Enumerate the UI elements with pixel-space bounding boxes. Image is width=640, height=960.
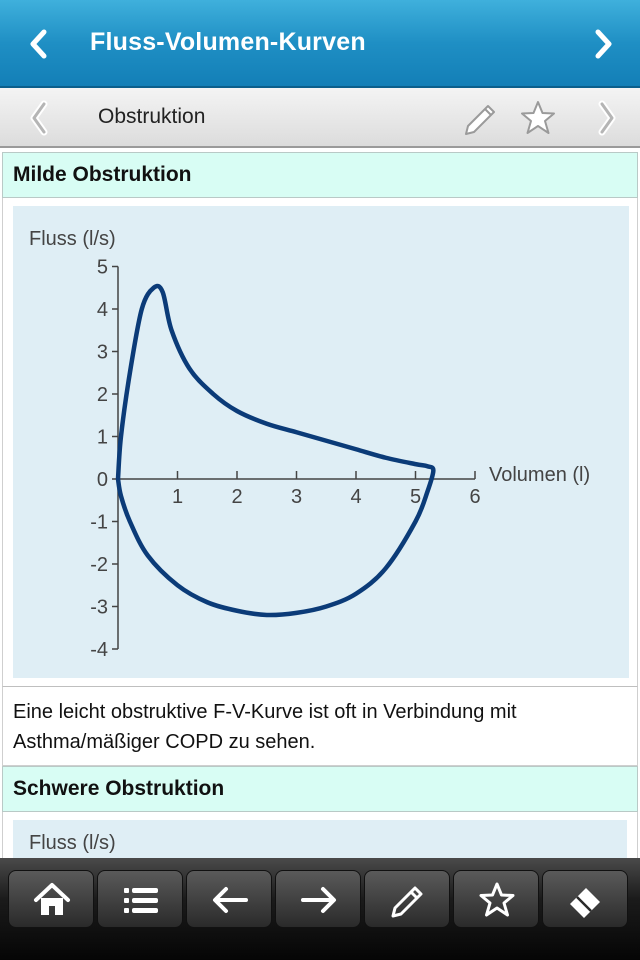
- y-tick-label: 2: [97, 384, 108, 406]
- section-caption: Eine leicht obstruktive F-V-Kurve ist of…: [2, 686, 638, 766]
- flow-volume-chart: 5 4 3 2 1 0 -1 -2 -3 -4 1 2 3 4 5 6 Fluss (l/s) Volumen (…: [13, 206, 629, 678]
- y-tick-label: -2: [90, 554, 108, 576]
- y-tick-label: 4: [97, 299, 108, 321]
- favorite-button[interactable]: [453, 870, 539, 928]
- chevron-left-icon[interactable]: [22, 98, 62, 138]
- forward-button[interactable]: [275, 870, 361, 928]
- eraser-button[interactable]: [542, 870, 628, 928]
- chevron-right-icon[interactable]: [582, 24, 622, 64]
- y-tick-label: 5: [97, 257, 108, 279]
- bottom-toolbar: [0, 858, 640, 960]
- page-title: Fluss-Volumen-Kurven: [90, 28, 366, 56]
- flow-volume-chart: Fluss (l/s): [13, 820, 627, 860]
- x-tick-label: 4: [350, 486, 361, 508]
- y-axis-label: Fluss (l/s): [29, 832, 116, 854]
- chevron-left-icon[interactable]: [20, 24, 60, 64]
- section-heading: Schwere Obstruktion: [2, 766, 638, 812]
- y-tick-label: -4: [90, 639, 108, 661]
- sub-toolbar: Obstruktion: [0, 88, 640, 148]
- pencil-icon: [391, 886, 423, 918]
- y-axis-label: Fluss (l/s): [29, 228, 116, 250]
- y-tick-label: -3: [90, 597, 108, 619]
- pencil-icon[interactable]: [460, 98, 500, 138]
- arrow-right-icon: [301, 887, 336, 913]
- chart-svg: 5 4 3 2 1 0 -1 -2 -3 -4 1 2 3 4 5 6 Fluss (l/s) Volumen (…: [29, 228, 590, 661]
- x-tick-label: 6: [469, 486, 480, 508]
- x-tick-label: 3: [291, 486, 302, 508]
- content-area: Milde Obstruktion 5 4 3 2 1 0 -1 -2 -3 -4 1 2 3 4 5 6 Fl…: [2, 152, 638, 860]
- flow-volume-curve: [115, 283, 436, 618]
- arrow-left-icon: [213, 887, 248, 913]
- section-heading: Milde Obstruktion: [2, 152, 638, 198]
- back-button[interactable]: [186, 870, 272, 928]
- x-tick-label: 1: [172, 486, 183, 508]
- sub-title: Obstruktion: [98, 105, 206, 128]
- y-tick-label: 0: [97, 469, 108, 491]
- y-tick-label: -1: [90, 512, 108, 534]
- figure-container: Fluss (l/s): [2, 812, 638, 860]
- annotate-button[interactable]: [364, 870, 450, 928]
- figure-container: 5 4 3 2 1 0 -1 -2 -3 -4 1 2 3 4 5 6 Fluss (l/s) Volumen (…: [2, 198, 638, 686]
- star-icon: [479, 882, 515, 917]
- y-tick-label: 3: [97, 342, 108, 364]
- list-icon: [124, 888, 158, 913]
- home-icon: [34, 883, 70, 915]
- navigation-bar: Fluss-Volumen-Kurven: [0, 0, 640, 88]
- x-axis-label: Volumen (l): [489, 464, 590, 486]
- chevron-right-icon[interactable]: [586, 98, 626, 138]
- eraser-icon: [570, 888, 600, 918]
- home-button[interactable]: [8, 870, 94, 928]
- x-tick-label: 2: [231, 486, 242, 508]
- star-icon[interactable]: [518, 98, 558, 138]
- list-button[interactable]: [97, 870, 183, 928]
- y-tick-label: 1: [97, 427, 108, 449]
- x-tick-label: 5: [410, 486, 421, 508]
